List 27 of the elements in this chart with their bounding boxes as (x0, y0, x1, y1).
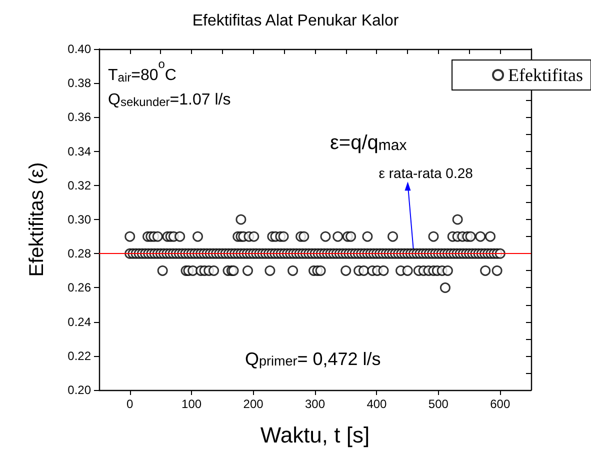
legend-label: Efektifitas (508, 65, 584, 85)
x-tick-label: 600 (490, 397, 510, 411)
chart-title: Efektifitas Alat Penukar Kalor (192, 12, 400, 30)
annotation: Tair=80oC (108, 57, 176, 85)
x-tick-label: 200 (243, 397, 264, 411)
y-axis-title: Efektifitas (ε) (26, 162, 48, 277)
x-tick-label: 500 (428, 397, 449, 411)
y-tick-label: 0.26 (68, 280, 92, 295)
y-tick-label: 0.40 (68, 42, 92, 56)
y-tick-label: 0.28 (68, 246, 92, 261)
x-tick-label: 300 (304, 397, 326, 411)
y-tick-label: 0.36 (68, 110, 92, 124)
y-tick-label: 0.32 (68, 178, 92, 192)
annotation: Qprimer= 0,472 l/s (245, 349, 381, 369)
annotation: ε rata-rata 0.28 (378, 165, 474, 181)
x-tick-label: 100 (182, 397, 202, 411)
annotation: Qsekunder=1.07 l/s (108, 92, 231, 109)
y-tick-label: 0.38 (68, 76, 92, 90)
x-axis-title: Waktu, t [s] (260, 422, 370, 448)
y-tick-label: 0.34 (68, 144, 92, 158)
y-tick-label: 0.24 (68, 314, 92, 329)
y-tick-label: 0.20 (68, 383, 92, 397)
x-tick-label: 400 (366, 397, 388, 411)
annotation: ε=q/qmax (330, 132, 408, 154)
x-tick-label: 0 (126, 397, 134, 411)
y-tick-label: 0.22 (68, 348, 92, 363)
y-tick-label: 0.30 (68, 212, 92, 226)
